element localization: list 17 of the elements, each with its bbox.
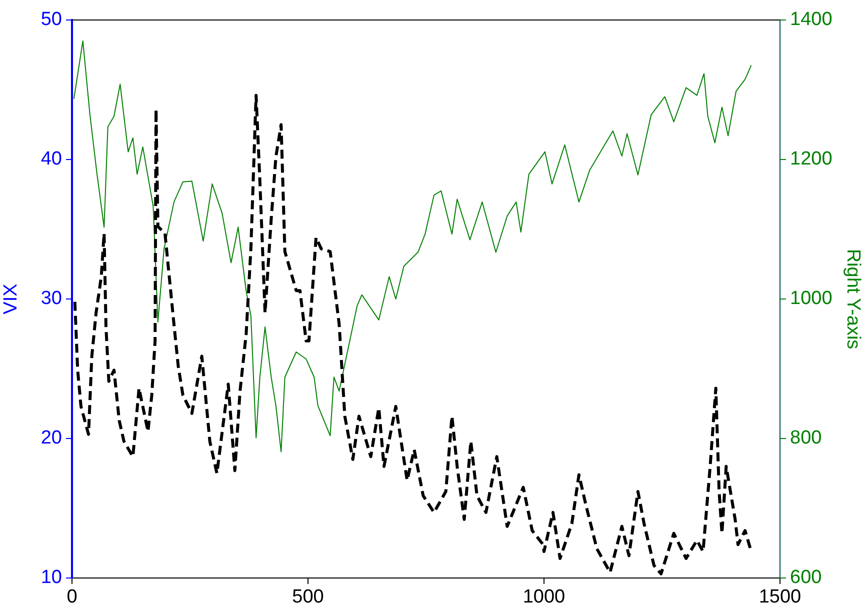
y2-tick-label: 1400 [790, 9, 832, 30]
x-tick-label: 500 [292, 586, 324, 608]
y-axis-title: VIX [0, 283, 22, 314]
y-tick-label: 30 [40, 288, 62, 310]
y2-axis-title: Right Y-axis [842, 248, 864, 350]
y2-tick-label: 1200 [790, 148, 832, 170]
y2-tick-label: 800 [790, 428, 822, 449]
y-tick-label: 50 [40, 9, 62, 30]
x-tick-label: 1000 [522, 586, 566, 608]
y-tick-label: 20 [40, 428, 62, 449]
x-tick-label: 1500 [758, 586, 802, 608]
y2-tick-label: 600 [790, 567, 822, 588]
y2-tick-label: 1000 [790, 288, 832, 310]
x-tick-label: 0 [66, 586, 78, 608]
y-tick-label: 40 [40, 148, 62, 170]
line-series [73, 94, 753, 576]
y-tick-label: 10 [40, 567, 62, 588]
